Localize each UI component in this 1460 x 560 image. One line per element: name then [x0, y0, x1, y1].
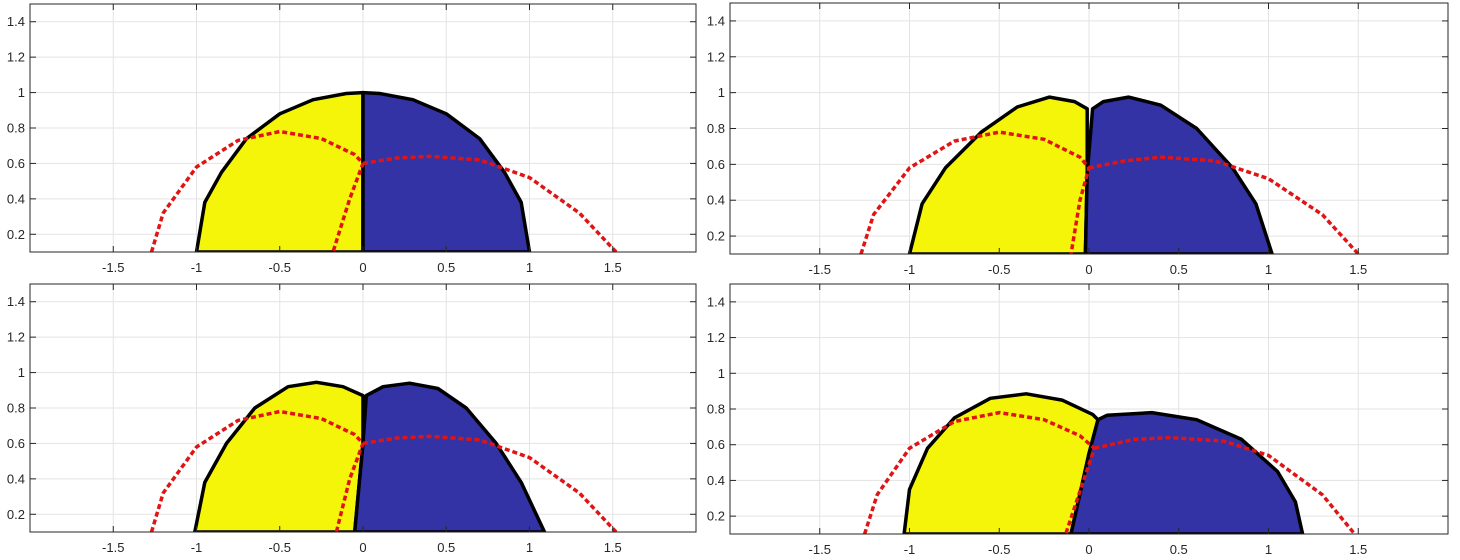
dashed-curve-2 — [1094, 435, 1357, 534]
dashed-curve-2 — [362, 154, 618, 252]
y-tick-label: 0.4 — [707, 193, 725, 208]
dashed-curve-2 — [362, 434, 618, 532]
y-tick-label: 1 — [18, 85, 25, 100]
x-tick-label: 0 — [1085, 262, 1092, 277]
x-tick-label: 1.5 — [604, 540, 622, 555]
y-tick-label: 1.2 — [707, 330, 725, 345]
x-tick-label: 1.5 — [1349, 542, 1367, 557]
x-tick-label: 0.5 — [437, 540, 455, 555]
y-tick-label: 1 — [718, 85, 725, 100]
x-tick-label: -1.5 — [102, 260, 124, 275]
y-tick-label: 1.2 — [707, 49, 725, 64]
y-tick-label: 1 — [718, 366, 725, 381]
region-right — [352, 381, 547, 532]
plot-body — [862, 392, 1357, 534]
x-tick-label: 1 — [1265, 262, 1272, 277]
y-tick-label: 0.6 — [707, 437, 725, 452]
y-tick-label: 1.2 — [7, 50, 25, 65]
x-tick-label: 1 — [1265, 542, 1272, 557]
y-tick-label: 0.6 — [7, 156, 25, 171]
region-right — [1069, 410, 1305, 534]
y-tick-label: 0.6 — [7, 436, 25, 451]
x-tick-label: -0.5 — [269, 540, 291, 555]
chart-panel-1: -1.5 -1 -0.5 0 0.5 1 1.5 0.2 0.4 0.6 0.8 1 1.2 1.4 — [7, 3, 697, 275]
x-tick-label: -0.5 — [988, 262, 1010, 277]
y-tick-label: 1.4 — [7, 14, 25, 29]
x-tick-label: -1.5 — [809, 262, 831, 277]
dashed-curve-1 — [149, 409, 365, 532]
x-tick-label: -1 — [904, 542, 916, 557]
y-tick-label: 0.4 — [7, 471, 25, 486]
dashed-curve-1 — [859, 130, 1091, 254]
y-tick-label: 0.2 — [707, 509, 725, 524]
x-tick-label: 0.5 — [437, 260, 455, 275]
x-tick-label: 1 — [526, 540, 533, 555]
x-tick-label: 1.5 — [1349, 262, 1367, 277]
x-tick-label: -0.5 — [269, 260, 291, 275]
y-tick-label: 0.6 — [707, 157, 725, 172]
x-tick-label: 0 — [1085, 542, 1092, 557]
x-tick-label: 1.5 — [604, 260, 622, 275]
x-tick-label: -0.5 — [988, 542, 1010, 557]
plot-body — [859, 95, 1360, 254]
x-tick-label: -1.5 — [102, 540, 124, 555]
x-tick-label: 1 — [526, 260, 533, 275]
y-tick-label: 0.8 — [7, 401, 25, 416]
y-tick-label: 0.4 — [707, 473, 725, 488]
y-tick-label: 1.4 — [707, 294, 725, 309]
plot-body — [149, 90, 618, 252]
x-tick-label: -1 — [191, 540, 203, 555]
x-tick-label: 0.5 — [1170, 542, 1188, 557]
y-tick-label: 0.8 — [7, 121, 25, 136]
x-tick-label: -1.5 — [809, 542, 831, 557]
chart-panel-3: -1.5 -1 -0.5 0 0.5 1 1.5 0.2 0.4 0.6 0.8 1 1.2 1.4 — [7, 283, 697, 555]
x-tick-label: 0 — [359, 540, 366, 555]
y-tick-label: 0.2 — [7, 227, 25, 242]
x-tick-label: 0 — [359, 260, 366, 275]
y-tick-label: 1.2 — [7, 330, 25, 345]
chart-panel-4: -1.5 -1 -0.5 0 0.5 1 1.5 0.2 0.4 0.6 0.8 1 1.2 1.4 — [707, 283, 1449, 557]
y-tick-label: 0.8 — [707, 402, 725, 417]
dashed-curve-1 — [149, 129, 365, 252]
y-tick-label: 1.4 — [707, 13, 725, 28]
y-tick-label: 1 — [18, 365, 25, 380]
y-tick-label: 0.8 — [707, 121, 725, 136]
y-tick-label: 0.2 — [7, 507, 25, 522]
dashed-curve-1 — [862, 410, 1097, 534]
x-tick-label: -1 — [904, 262, 916, 277]
y-tick-label: 1.4 — [7, 294, 25, 309]
y-tick-label: 0.4 — [7, 191, 25, 206]
y-tick-label: 0.2 — [707, 229, 725, 244]
x-tick-label: 0.5 — [1170, 262, 1188, 277]
x-tick-label: -1 — [191, 260, 203, 275]
dashed-curve-2 — [1088, 155, 1360, 254]
chart-panel-2: -1.5 -1 -0.5 0 0.5 1 1.5 0.2 0.4 0.6 0.8 1 1.2 1.4 — [707, 2, 1449, 277]
plot-body — [149, 380, 618, 532]
region-right — [361, 90, 532, 252]
